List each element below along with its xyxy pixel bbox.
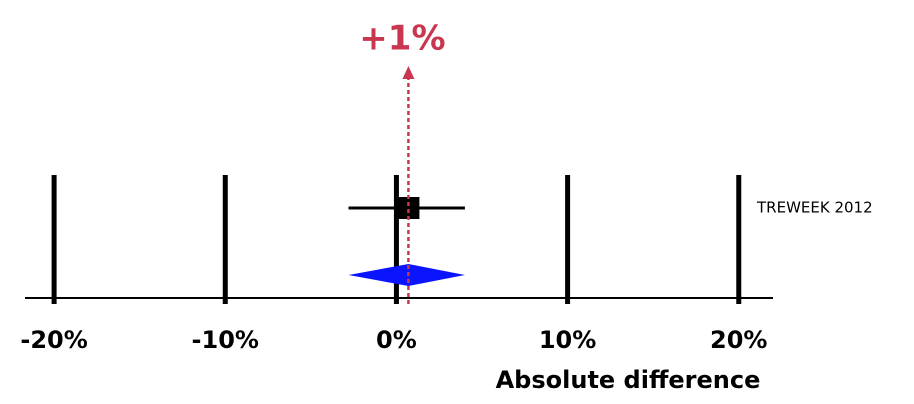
x-tick-label: -10% (192, 326, 259, 354)
x-tick-label: -20% (20, 326, 87, 354)
x-tick-label: 0% (376, 326, 417, 354)
x-axis-label: Absolute difference (496, 366, 761, 394)
pooled-diamond (348, 264, 465, 286)
study-label: TREWEEK 2012 (756, 199, 873, 217)
x-tick-label: 10% (539, 326, 596, 354)
annotation-arrow (402, 66, 415, 79)
annotation-label: +1% (359, 19, 445, 59)
x-tick-label: 20% (710, 326, 767, 354)
study-estimate (397, 197, 420, 219)
